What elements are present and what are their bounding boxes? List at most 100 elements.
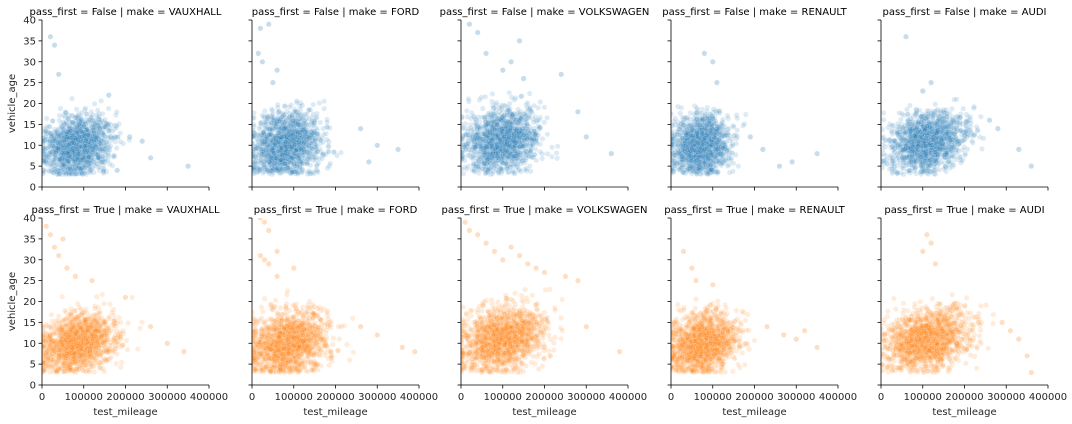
scatter-point [42,158,49,164]
scatter-point [59,146,66,152]
scatter-point [88,155,94,162]
scatter-point [69,162,76,168]
scatter-point [77,125,83,132]
scatter-point [59,159,66,165]
scatter-point [74,136,81,142]
scatter-point [61,137,68,144]
scatter-point [45,154,52,161]
scatter-point [69,113,76,119]
scatter-point [71,126,78,132]
scatter-point [102,116,108,123]
y-tick-label: 40 [23,16,36,27]
scatter-point [254,160,261,166]
scatter-point [66,130,73,137]
scatter-point [316,100,323,106]
scatter-point [84,141,90,147]
scatter-point [88,159,94,166]
scatter-point [70,140,77,146]
scatter-point [553,150,560,156]
scatter-point [306,168,313,174]
scatter-point [51,169,58,175]
scatter-point [71,150,77,157]
scatter-point-outlier [270,80,276,86]
scatter-point [255,131,261,137]
scatter-point [64,156,70,163]
scatter-point [105,128,112,134]
scatter-point [64,122,70,128]
scatter-point [306,135,313,142]
scatter-point [281,103,288,109]
scatter-point [84,126,90,133]
scatter-point [96,123,102,130]
scatter-points [42,34,191,178]
scatter-point [126,137,133,143]
scatter-point [86,154,92,161]
scatter-point [70,147,77,153]
scatter-point [81,141,88,148]
scatter-point [92,140,98,147]
scatter-point [61,139,67,145]
scatter-point [529,137,535,144]
scatter-point [43,127,50,134]
scatter-point [112,122,118,128]
scatter-point [81,136,88,143]
scatter-point [71,135,78,142]
scatter-point [64,131,70,138]
scatter-point [65,160,71,166]
scatter-point [100,153,106,160]
scatter-point [54,144,61,151]
scatter-point [281,125,288,131]
scatter-point [85,135,91,142]
scatter-point-outlier [366,159,372,165]
scatter-point [69,147,76,153]
scatter-point [97,148,103,154]
scatter-point [61,164,67,170]
scatter-point [98,140,105,147]
scatter-point [554,143,561,149]
scatter-point [81,170,88,176]
scatter-point [55,126,62,132]
scatter-point [56,143,62,150]
scatter-point [74,129,80,135]
scatter-point [68,154,75,161]
scatter-point [47,130,54,136]
scatter-point [92,146,99,152]
scatter-point [54,138,61,144]
scatter-point [44,136,51,143]
scatter-point [63,151,70,157]
scatter-point [47,142,54,149]
scatter-point [70,132,76,138]
scatter-point [465,96,472,102]
scatter-point [79,154,86,161]
scatter-point [71,158,78,165]
scatter-point [86,143,92,150]
scatter-point [85,156,91,162]
scatter-point [66,139,72,146]
scatter-point [544,131,551,138]
scatter-point [56,145,62,152]
scatter-point [82,138,88,144]
scatter-point [64,155,70,162]
scatter-point [89,148,95,155]
scatter-point [86,131,93,138]
scatter-point [55,136,62,143]
scatter-point [96,155,103,161]
scatter-point [461,157,468,164]
scatter-point [113,145,120,151]
scatter-point [78,123,84,129]
scatter-point [42,155,47,161]
scatter-point [43,153,50,159]
scatter-point [70,153,76,159]
scatter-point [75,156,82,163]
scatter-point [75,139,82,146]
scatter-point [81,147,87,154]
scatter-point [58,131,65,137]
scatter-point [59,155,65,162]
scatter-point [52,138,59,145]
scatter-point [276,109,282,115]
scatter-point [47,147,53,154]
scatter-point [90,144,97,151]
scatter-point [90,131,96,137]
scatter-point-outlier [508,59,514,65]
scatter-point [54,144,61,151]
